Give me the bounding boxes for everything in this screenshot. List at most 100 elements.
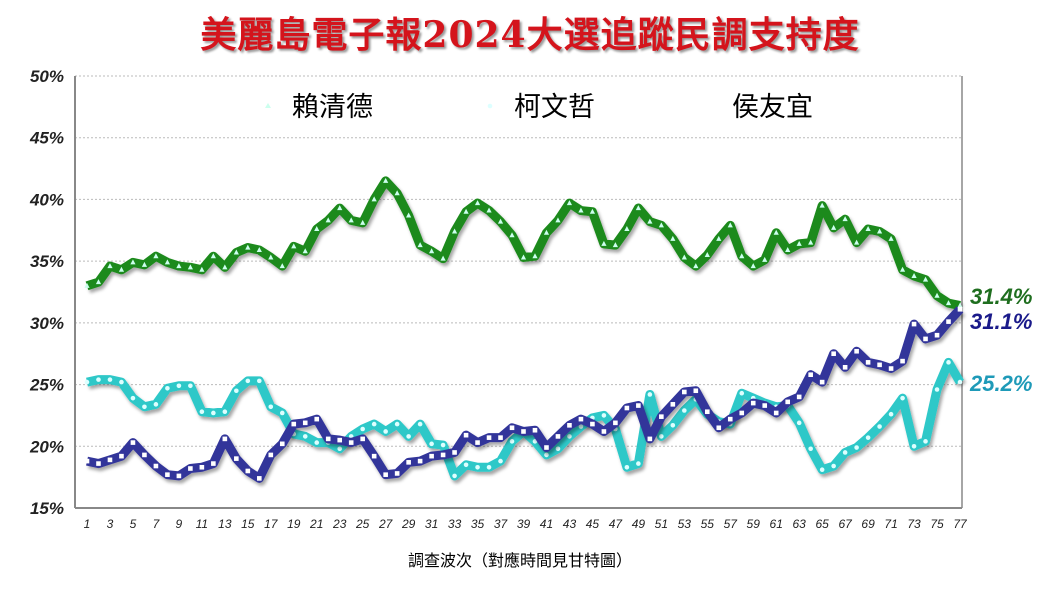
data-point xyxy=(257,476,262,481)
x-tick-label: 51 xyxy=(655,517,668,531)
data-point xyxy=(130,259,136,265)
data-point xyxy=(417,242,423,248)
x-tick-label: 25 xyxy=(355,517,370,531)
x-tick-label: 39 xyxy=(517,517,531,531)
data-point xyxy=(946,360,951,365)
data-point xyxy=(96,461,101,466)
data-point xyxy=(199,409,205,415)
data-point xyxy=(176,473,182,479)
data-point xyxy=(567,423,572,428)
data-point xyxy=(876,228,883,234)
data-point xyxy=(153,253,159,259)
data-point xyxy=(796,240,802,246)
data-point xyxy=(682,408,687,413)
x-tick-label: 57 xyxy=(724,517,739,531)
data-point xyxy=(624,226,630,232)
data-point xyxy=(555,434,561,439)
data-point xyxy=(762,256,768,262)
data-point xyxy=(566,200,573,206)
data-point xyxy=(911,443,917,449)
data-point xyxy=(475,464,480,470)
y-tick-label: 50% xyxy=(30,67,64,86)
data-point xyxy=(831,351,836,357)
data-point xyxy=(762,403,768,408)
data-point xyxy=(257,378,262,384)
data-point xyxy=(95,279,102,285)
series-line xyxy=(86,306,964,483)
data-point xyxy=(934,387,940,392)
x-tick-label: 75 xyxy=(930,517,944,531)
data-point xyxy=(291,421,297,427)
data-point xyxy=(371,196,377,202)
x-tick-label: 71 xyxy=(884,517,897,531)
data-point xyxy=(520,254,527,260)
data-point xyxy=(383,177,389,183)
y-tick-label: 15% xyxy=(30,499,64,518)
data-point xyxy=(475,440,480,445)
data-point xyxy=(130,395,136,401)
data-point xyxy=(681,254,687,260)
data-point xyxy=(84,282,90,288)
data-point xyxy=(302,248,308,254)
data-point xyxy=(406,212,412,218)
data-point xyxy=(647,436,653,442)
data-point xyxy=(899,266,906,272)
data-point xyxy=(934,292,940,298)
data-point xyxy=(130,440,136,445)
data-point xyxy=(532,253,538,259)
data-point xyxy=(544,445,549,450)
data-point xyxy=(716,235,722,241)
data-point xyxy=(96,377,101,382)
data-point xyxy=(222,436,228,442)
y-tick-label: 20% xyxy=(29,437,64,456)
end-value-label: 31.4% xyxy=(970,284,1032,309)
legend-marker xyxy=(705,103,711,109)
data-point xyxy=(624,464,630,470)
x-tick-label: 61 xyxy=(770,517,783,531)
data-point xyxy=(302,420,308,426)
x-tick-label: 53 xyxy=(678,517,692,531)
data-point xyxy=(636,461,641,466)
y-tick-label: 40% xyxy=(29,190,64,209)
data-point xyxy=(417,458,423,464)
data-point xyxy=(785,399,790,405)
x-tick-label: 37 xyxy=(494,517,509,531)
data-point xyxy=(900,358,905,364)
data-point xyxy=(337,437,343,443)
data-point xyxy=(773,229,779,235)
data-point xyxy=(498,435,503,440)
data-point xyxy=(589,208,596,214)
data-point xyxy=(808,446,813,452)
x-tick-label: 41 xyxy=(540,517,553,531)
data-point xyxy=(279,410,285,416)
data-point xyxy=(750,263,756,269)
data-point xyxy=(854,445,859,450)
x-tick-label: 55 xyxy=(701,517,715,531)
data-point xyxy=(268,254,274,260)
data-point xyxy=(188,466,193,471)
data-point xyxy=(153,463,159,469)
x-tick-label: 49 xyxy=(632,517,646,531)
data-point xyxy=(474,200,481,206)
x-tick-label: 11 xyxy=(196,517,208,531)
data-point xyxy=(785,247,791,253)
data-point xyxy=(659,414,664,419)
x-tick-label: 59 xyxy=(747,517,761,531)
data-point xyxy=(107,263,113,269)
data-point xyxy=(578,207,584,213)
data-point xyxy=(406,460,411,465)
data-point xyxy=(325,217,331,223)
data-point xyxy=(670,235,676,241)
data-point xyxy=(704,409,710,415)
data-point xyxy=(739,390,745,396)
data-point xyxy=(360,426,365,432)
data-point xyxy=(314,416,320,422)
data-point xyxy=(590,421,595,427)
data-point xyxy=(348,440,354,445)
data-point xyxy=(739,253,745,259)
data-point xyxy=(578,424,584,429)
data-point xyxy=(440,442,446,448)
x-tick-label: 65 xyxy=(815,517,829,531)
data-point xyxy=(245,468,251,474)
data-point xyxy=(911,272,917,278)
